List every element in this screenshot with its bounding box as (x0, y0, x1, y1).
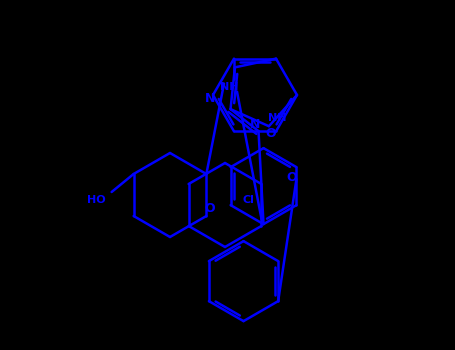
Text: NH: NH (268, 113, 286, 123)
Text: N: N (250, 118, 260, 131)
Text: Cl: Cl (243, 195, 254, 205)
Text: N: N (205, 91, 215, 105)
Text: O: O (265, 127, 276, 140)
Text: O: O (204, 202, 215, 215)
Text: HO: HO (87, 195, 106, 205)
Text: O: O (286, 171, 297, 184)
Text: NH: NH (220, 82, 238, 92)
